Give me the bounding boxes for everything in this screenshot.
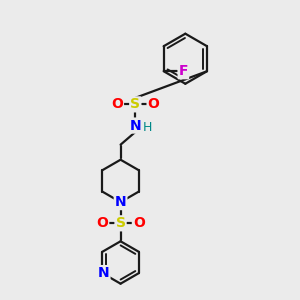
Text: S: S: [116, 216, 126, 230]
Text: F: F: [178, 64, 188, 78]
Text: H: H: [143, 122, 152, 134]
Text: N: N: [98, 266, 109, 280]
Text: N: N: [115, 195, 126, 209]
Text: O: O: [111, 98, 123, 111]
Text: O: O: [133, 216, 145, 230]
Text: S: S: [130, 98, 140, 111]
Text: O: O: [148, 98, 160, 111]
Text: O: O: [96, 216, 108, 230]
Text: N: N: [130, 118, 141, 133]
